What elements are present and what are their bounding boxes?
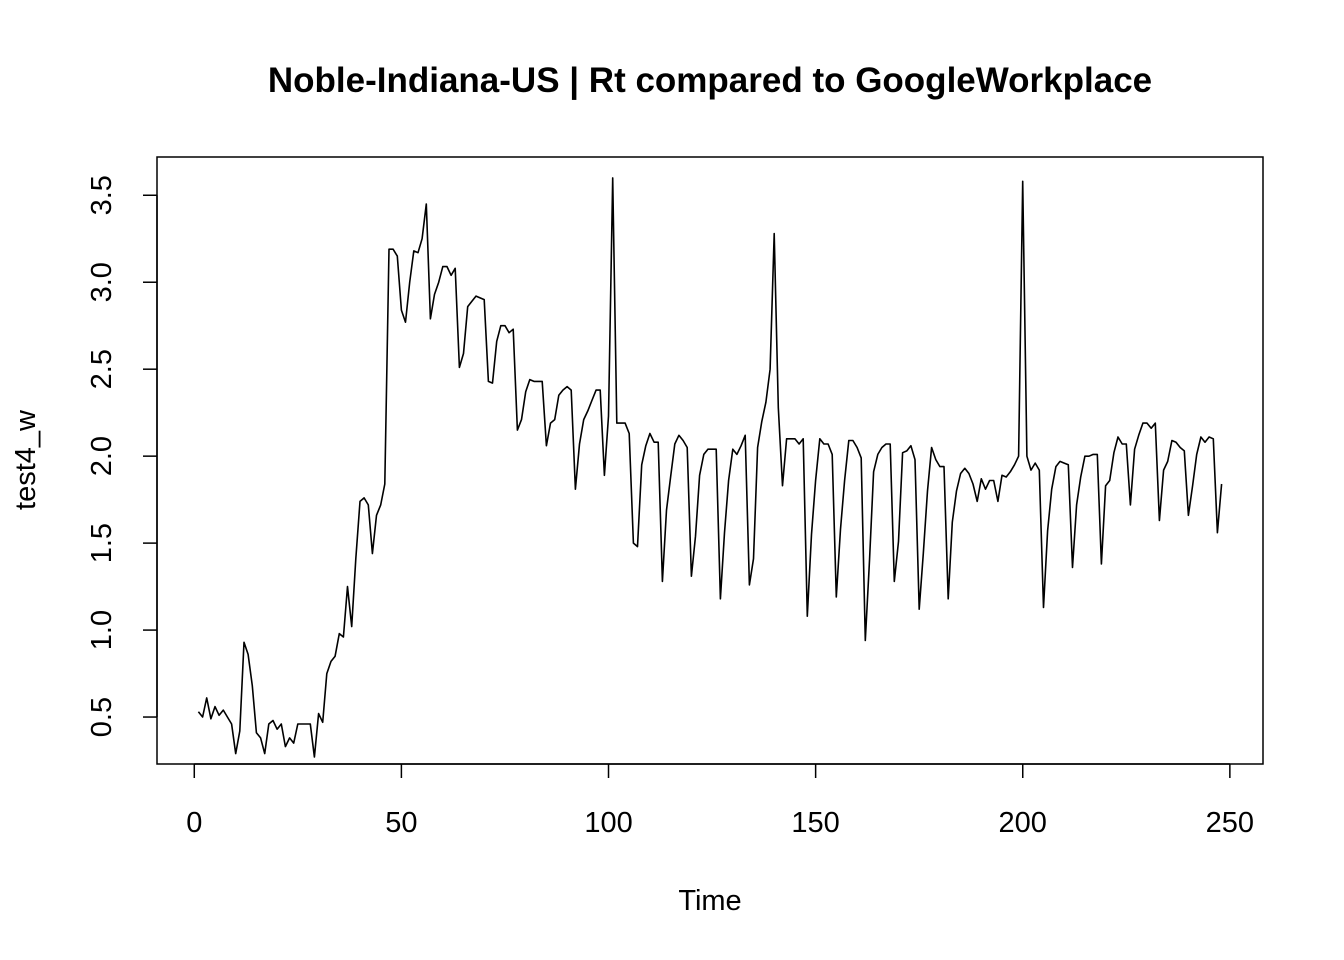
y-tick-label: 1.0 <box>86 610 118 650</box>
series-line <box>197 177 1223 758</box>
y-axis: 0.5 1.0 1.5 2.0 2.5 3.0 3.5 <box>86 175 158 737</box>
x-tick-label: 200 <box>999 807 1047 839</box>
chart-title: Noble-Indiana-US | Rt compared to Google… <box>268 61 1152 100</box>
x-axis-label: Time <box>678 885 741 917</box>
y-tick-label: 2.5 <box>86 349 118 389</box>
x-tick-label: 0 <box>186 807 202 839</box>
x-tick-label: 250 <box>1206 807 1254 839</box>
y-tick-label: 3.5 <box>86 175 118 215</box>
x-tick-label: 100 <box>584 807 632 839</box>
y-axis-label: test4_w <box>10 409 42 510</box>
y-tick-label: 1.5 <box>86 523 118 563</box>
x-axis: 0 50 100 150 200 250 <box>186 763 1254 839</box>
x-tick-label: 150 <box>791 807 839 839</box>
x-tick-label: 50 <box>385 807 417 839</box>
y-tick-label: 2.0 <box>86 436 118 476</box>
y-tick-label: 0.5 <box>86 697 118 737</box>
y-tick-label: 3.0 <box>86 262 118 302</box>
